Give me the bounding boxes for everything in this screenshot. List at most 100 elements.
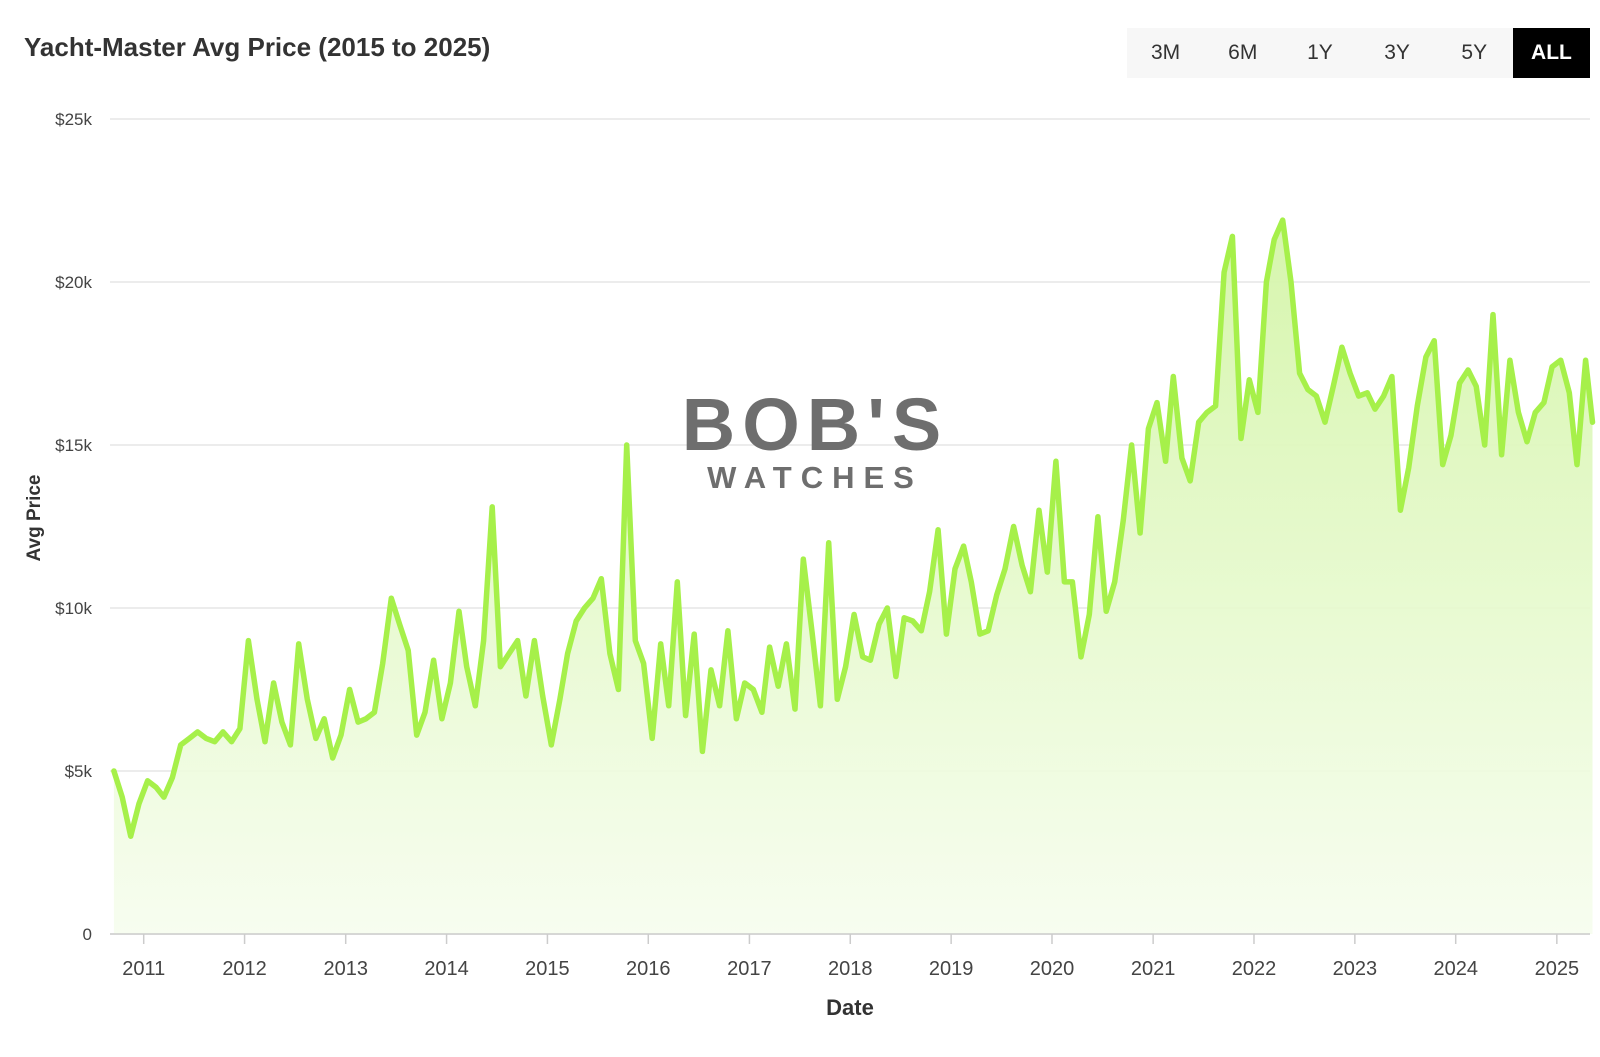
x-tick-label: 2019 bbox=[929, 958, 974, 980]
price-point bbox=[760, 710, 764, 714]
price-point bbox=[1306, 388, 1310, 392]
range-selector: 3M 6M 1Y 3Y 5Y ALL bbox=[1127, 28, 1591, 78]
price-point bbox=[1533, 410, 1537, 414]
price-point bbox=[810, 629, 814, 633]
range-button-5y[interactable]: 5Y bbox=[1461, 41, 1488, 64]
price-point bbox=[348, 688, 352, 692]
price-point bbox=[507, 652, 511, 656]
price-area-fill bbox=[113, 220, 1593, 935]
y-tick-label: 0 bbox=[83, 925, 92, 944]
price-point bbox=[1256, 410, 1260, 414]
price-point bbox=[1567, 391, 1571, 395]
price-point bbox=[305, 697, 309, 701]
price-point bbox=[272, 681, 276, 685]
price-point bbox=[137, 802, 141, 806]
price-point bbox=[457, 609, 461, 613]
range-button-all[interactable]: ALL bbox=[1512, 28, 1591, 78]
price-point bbox=[616, 688, 620, 692]
price-point bbox=[1331, 384, 1335, 388]
price-point bbox=[112, 769, 116, 773]
price-point bbox=[1264, 280, 1268, 284]
price-point bbox=[1230, 234, 1234, 238]
price-point bbox=[482, 639, 486, 643]
price-point bbox=[1164, 459, 1168, 463]
price-point bbox=[1037, 508, 1041, 512]
price-point bbox=[1365, 391, 1369, 395]
x-tick-label: 2017 bbox=[727, 958, 772, 980]
price-point bbox=[1508, 358, 1512, 362]
price-point bbox=[1298, 371, 1302, 375]
price-point bbox=[1348, 371, 1352, 375]
price-point bbox=[768, 645, 772, 649]
range-button-6m[interactable]: 6M bbox=[1228, 41, 1258, 64]
price-point bbox=[1272, 238, 1276, 242]
price-point bbox=[1028, 590, 1032, 594]
price-point bbox=[1155, 401, 1159, 405]
price-point bbox=[541, 694, 545, 698]
price-point bbox=[591, 596, 595, 600]
price-point bbox=[1432, 339, 1436, 343]
price-point bbox=[1424, 355, 1428, 359]
price-point bbox=[868, 658, 872, 662]
price-point bbox=[1525, 440, 1529, 444]
price-point bbox=[1559, 358, 1563, 362]
price-point bbox=[1070, 580, 1074, 584]
price-point bbox=[995, 593, 999, 597]
price-point bbox=[255, 697, 259, 701]
watermark-sub: WATCHES bbox=[707, 460, 923, 495]
x-tick-label: 2014 bbox=[424, 958, 469, 980]
price-point bbox=[1062, 580, 1066, 584]
range-button-1y[interactable]: 1Y bbox=[1307, 41, 1333, 64]
price-point bbox=[751, 688, 755, 692]
y-tick-label: $5k bbox=[65, 762, 93, 781]
price-point bbox=[844, 665, 848, 669]
price-point bbox=[524, 694, 528, 698]
price-point bbox=[1466, 368, 1470, 372]
price-point bbox=[743, 681, 747, 685]
price-point bbox=[129, 834, 133, 838]
price-point bbox=[1146, 427, 1150, 431]
price-point bbox=[969, 580, 973, 584]
x-axis-label: Date bbox=[826, 995, 874, 1020]
price-point bbox=[549, 743, 553, 747]
watermark-brand: BOB'S bbox=[682, 383, 948, 466]
price-point bbox=[230, 740, 234, 744]
price-point bbox=[558, 697, 562, 701]
price-point bbox=[776, 684, 780, 688]
price-line bbox=[111, 217, 1596, 839]
price-point bbox=[1390, 375, 1394, 379]
price-point bbox=[902, 616, 906, 620]
price-point bbox=[1584, 358, 1588, 362]
price-point bbox=[667, 704, 671, 708]
price-point bbox=[583, 606, 587, 610]
price-point bbox=[516, 639, 520, 643]
price-point bbox=[835, 697, 839, 701]
price-point bbox=[1591, 420, 1595, 424]
price-point bbox=[625, 443, 629, 447]
y-tick-label: $20k bbox=[55, 273, 92, 292]
price-point bbox=[1323, 420, 1327, 424]
x-tick-label: 2012 bbox=[222, 958, 267, 980]
x-tick-label: 2024 bbox=[1433, 958, 1478, 980]
y-tick-label: $15k bbox=[55, 436, 92, 455]
price-point bbox=[633, 639, 637, 643]
x-tick-label: 2013 bbox=[323, 958, 368, 980]
range-button-3m[interactable]: 3M bbox=[1150, 41, 1181, 64]
price-point bbox=[1104, 609, 1108, 613]
price-point bbox=[1483, 443, 1487, 447]
price-point bbox=[381, 661, 385, 665]
price-point bbox=[700, 749, 704, 753]
price-point bbox=[1121, 518, 1125, 522]
price-point bbox=[314, 736, 318, 740]
price-point bbox=[1382, 394, 1386, 398]
price-point bbox=[465, 665, 469, 669]
price-point bbox=[1373, 407, 1377, 411]
price-point bbox=[1550, 365, 1554, 369]
price-point bbox=[684, 714, 688, 718]
range-button-3y[interactable]: 3Y bbox=[1384, 41, 1410, 64]
price-point bbox=[1003, 567, 1007, 571]
price-point bbox=[1542, 401, 1546, 405]
price-point bbox=[1138, 531, 1142, 535]
y-tick-label: $25k bbox=[55, 110, 92, 129]
price-point bbox=[650, 736, 654, 740]
